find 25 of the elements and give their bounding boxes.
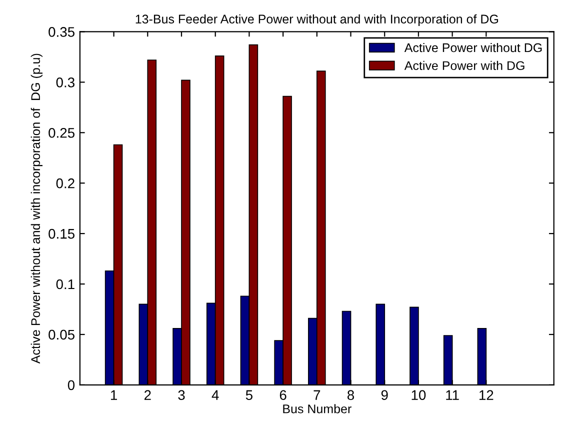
y-tick-label: 0.3	[56, 78, 74, 88]
x-tick-label: 7	[314, 390, 320, 400]
y-tick-label: 0.35	[48, 27, 74, 37]
x-tick-label: 6	[280, 390, 286, 400]
y-axis-title: Active Power without and with incorporation of DG (p.u)	[30, 54, 42, 364]
x-tick-label: 5	[246, 390, 252, 400]
x-tick-label: 3	[178, 390, 185, 400]
y-tick-label: 0.25	[48, 128, 74, 138]
x-axis-title: Bus Number	[283, 404, 352, 414]
y-tick-label: 0.05	[48, 330, 74, 340]
x-tick-label: 12	[480, 390, 494, 400]
x-tick-label: 8	[348, 390, 354, 400]
x-tick-label: 1	[110, 390, 117, 400]
legend-label: Active Power without DG	[404, 42, 542, 52]
y-tick-label: 0.2	[56, 178, 74, 188]
x-tick-label: 2	[144, 390, 151, 400]
y-tick-label: 0	[68, 380, 75, 390]
x-tick-label: 10	[412, 390, 426, 400]
legend-label: Active Power with DG	[404, 60, 524, 70]
y-tick-label: 0.15	[48, 228, 74, 239]
x-tick-label: 9	[381, 390, 388, 400]
y-tick-label: 0.1	[56, 279, 74, 290]
chart-title: 13-Bus Feeder Active Power without and with Incorporation of DG	[136, 14, 498, 26]
x-tick-label: 4	[212, 390, 219, 400]
x-tick-label: 11	[446, 390, 459, 400]
